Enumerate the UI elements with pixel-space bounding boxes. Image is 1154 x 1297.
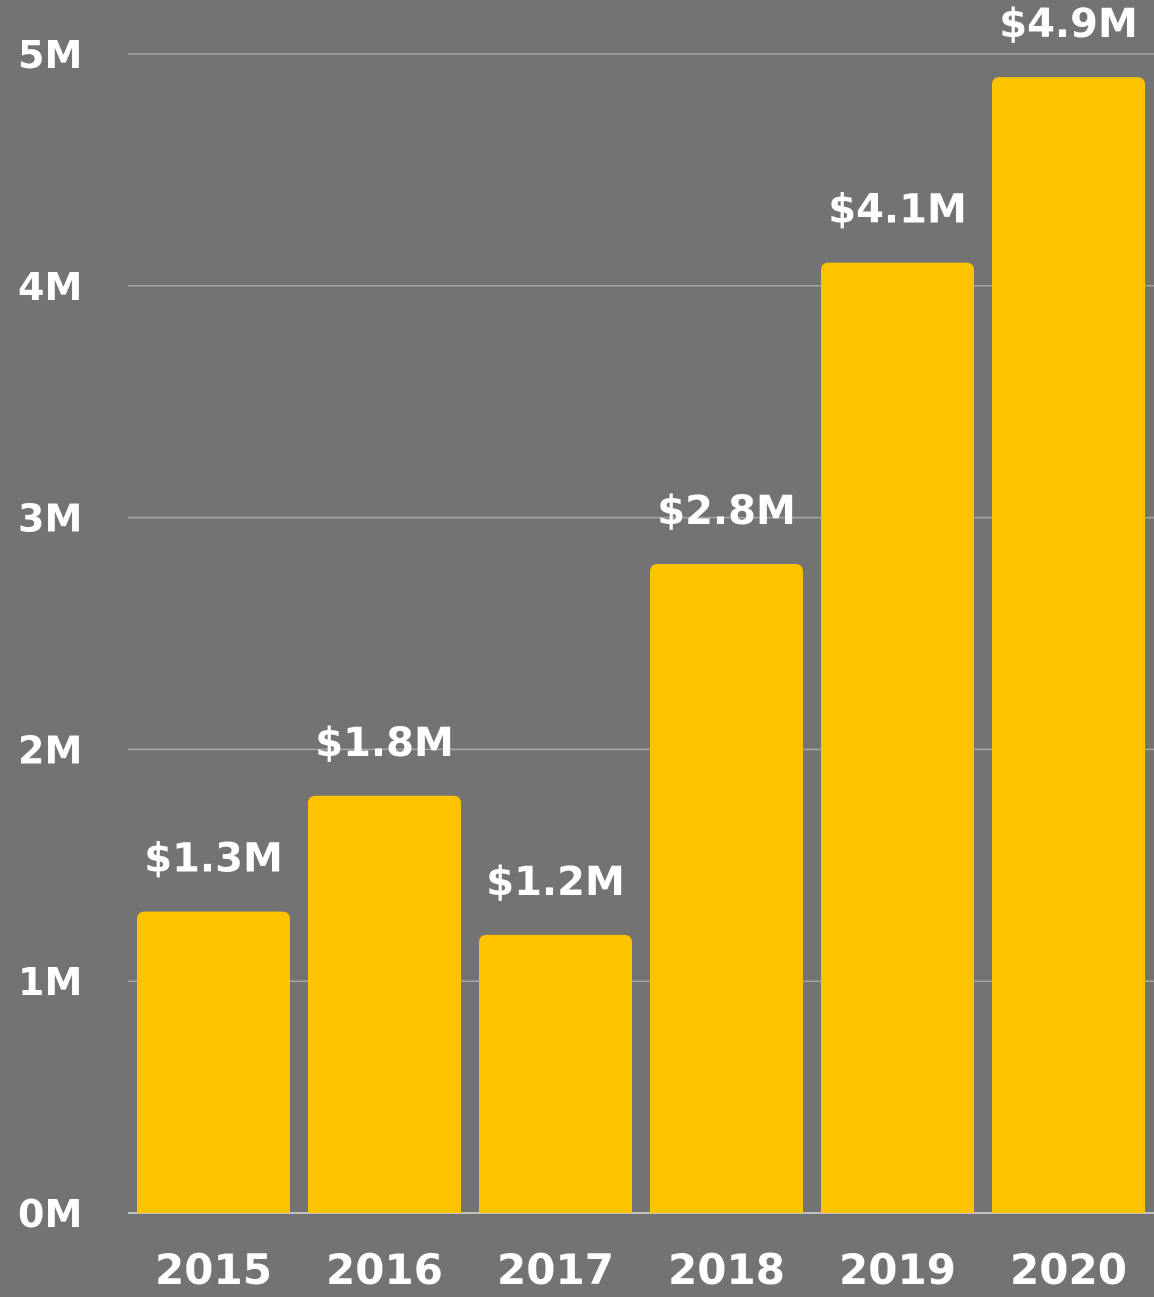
data-label-2019: $4.1M — [828, 187, 967, 233]
y-tick-label: 3M — [18, 497, 82, 541]
data-label-2015: $1.3M — [144, 836, 283, 882]
x-category-label-2017: 2017 — [497, 1245, 614, 1294]
bar-2016 — [308, 795, 461, 1213]
data-label-2016: $1.8M — [315, 720, 454, 766]
data-labels: $1.3M $1.8M $1.2M $2.8M $4.1M $4.9M — [144, 1, 1138, 905]
y-axis-ticks: 0M 1M 2M 3M 4M 5M — [18, 33, 82, 1236]
y-tick-label: 4M — [18, 265, 82, 309]
data-label-2017: $1.2M — [486, 859, 625, 905]
y-tick-label: 1M — [18, 960, 82, 1004]
x-category-label-2019: 2019 — [839, 1245, 956, 1294]
data-label-2018: $2.8M — [657, 488, 796, 534]
x-category-label-2018: 2018 — [668, 1245, 785, 1294]
x-category-label-2015: 2015 — [155, 1245, 272, 1294]
x-category-label-2016: 2016 — [326, 1245, 443, 1294]
x-category-label-2020: 2020 — [1010, 1245, 1127, 1294]
bar-2015 — [137, 911, 290, 1213]
bar-2017 — [479, 934, 632, 1213]
y-tick-label: 2M — [18, 728, 82, 772]
y-tick-label: 0M — [18, 1192, 82, 1236]
x-axis-categories: 2015 2016 2017 2018 2019 2020 — [155, 1245, 1127, 1294]
bar-2020 — [992, 77, 1145, 1213]
gridlines — [128, 53, 1154, 1214]
bar-2018 — [650, 563, 803, 1213]
bars — [137, 77, 1145, 1213]
bar-2019 — [821, 262, 974, 1213]
y-tick-label: 5M — [18, 33, 82, 77]
data-label-2020: $4.9M — [999, 1, 1138, 47]
